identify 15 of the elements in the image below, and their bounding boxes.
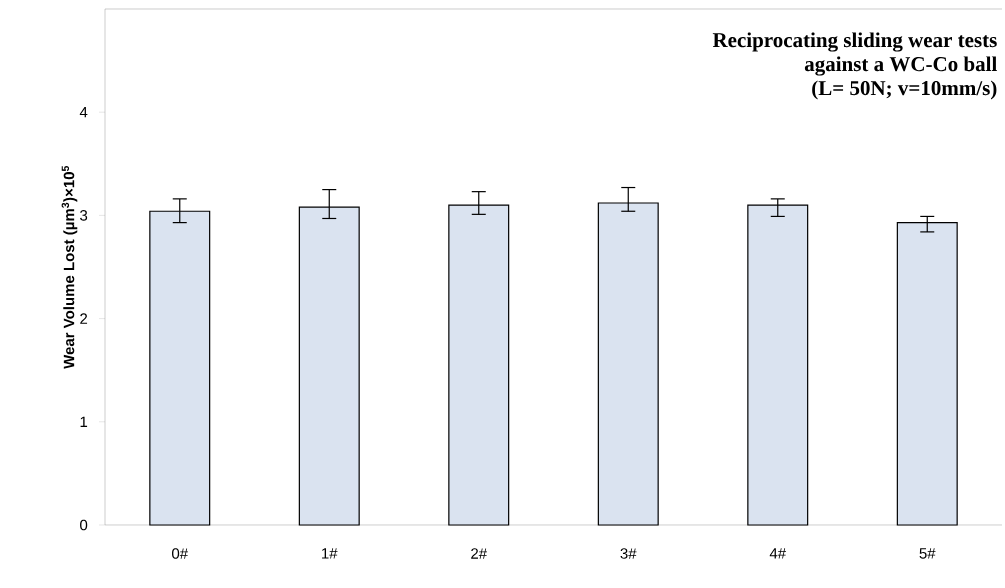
- y-axis-title: Wear Volume Lost (µm$^{3}$)×10$^{5}$: [61, 165, 78, 369]
- x-tick-label: 0#: [172, 548, 189, 559]
- y-tick-label: 0: [80, 519, 88, 531]
- x-tick-label: 3#: [620, 548, 637, 559]
- y-tick-label: 3: [80, 210, 88, 221]
- annotation: against a WC-Co ball: [804, 56, 997, 76]
- y-tick-label: 4: [79, 107, 88, 118]
- x-tick-label: 5#: [919, 548, 936, 559]
- y-tick-label: 1: [80, 416, 88, 427]
- annotation: Reciprocating sliding wear tests: [712, 32, 997, 52]
- y-tick-label: 2: [80, 313, 88, 324]
- annotation: (L= 50N; v=10mm/s): [812, 80, 997, 100]
- x-tick-label: 1#: [322, 548, 338, 559]
- x-tick-label: 2#: [471, 548, 488, 559]
- x-tick-label: 4#: [769, 548, 787, 559]
